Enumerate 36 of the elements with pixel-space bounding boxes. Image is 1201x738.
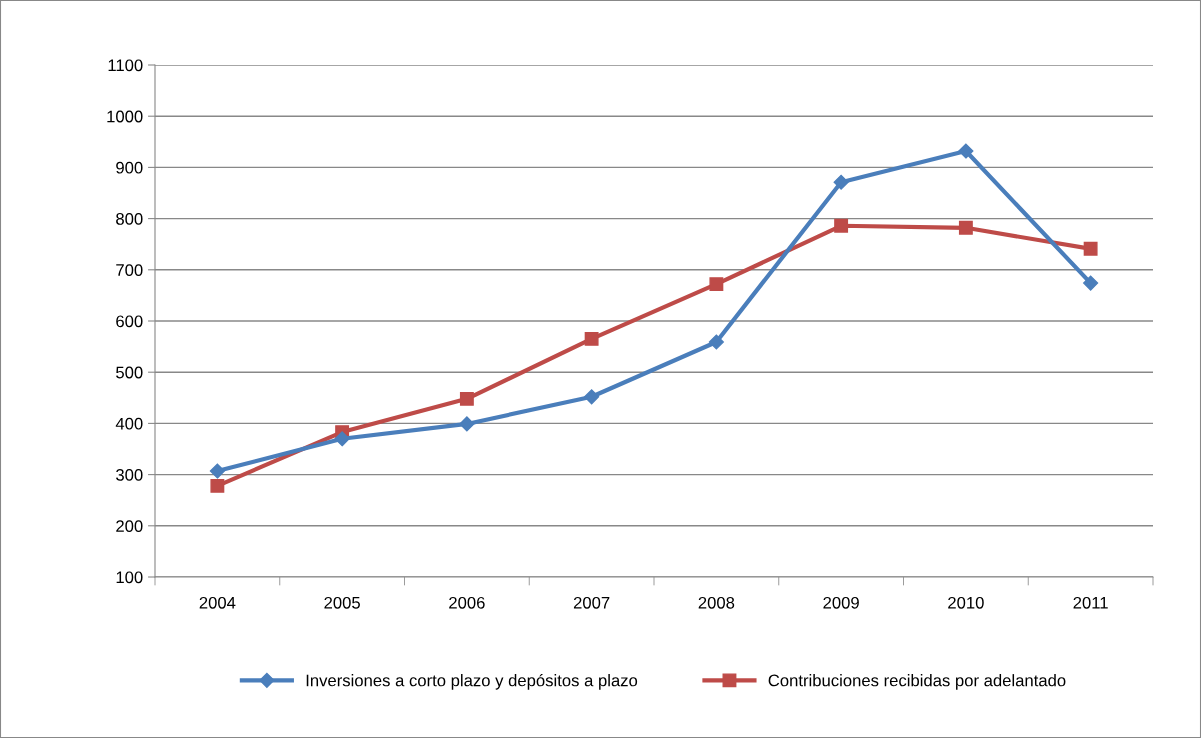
y-tick-label: 300 [116, 469, 143, 481]
point [958, 143, 974, 159]
point [834, 218, 849, 233]
x-tick-label: 2006 [449, 596, 485, 609]
legend-label: Inversiones a corto plazo y depósitos a plazo [306, 673, 638, 690]
x-tick-label: 2010 [948, 596, 984, 609]
x-tick-label: 2005 [324, 596, 360, 609]
point [584, 389, 600, 405]
y-tick-label: 100 [116, 571, 143, 584]
y-tick-label: 400 [115, 417, 143, 430]
point [958, 220, 973, 235]
legend-label: Contribuciones recibidas por adelantado [768, 674, 1066, 690]
y-tick-label: 1000 [107, 110, 143, 123]
point [459, 391, 474, 406]
y-tick-label: 900 [116, 161, 143, 174]
point [1083, 275, 1099, 291]
y-tick-label: 800 [116, 213, 143, 225]
x-tick-label: 2011 [1073, 596, 1108, 609]
y-tick-label: 600 [116, 315, 143, 328]
point [584, 331, 599, 346]
point [833, 174, 849, 190]
point [459, 416, 475, 432]
point [210, 478, 225, 493]
y-tick-label: 1100 [108, 59, 143, 72]
point [334, 431, 350, 447]
x-tick-label: 2008 [698, 596, 735, 609]
point [708, 334, 724, 350]
y-tick-label: 200 [116, 520, 143, 532]
y-tick-label: 700 [116, 264, 143, 276]
point [209, 463, 225, 479]
x-tick-label: 2007 [573, 596, 610, 609]
y-tick-label: 500 [116, 366, 143, 379]
x-tick-label: 2009 [823, 596, 859, 609]
point [1083, 241, 1098, 256]
x-tick-label: 2004 [199, 596, 236, 609]
point [709, 277, 724, 292]
